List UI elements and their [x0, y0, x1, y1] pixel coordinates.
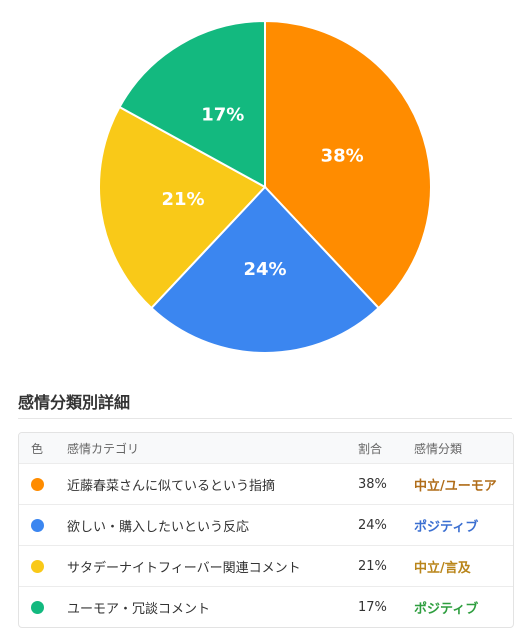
row-type: 中立/ユーモア [414, 478, 497, 494]
pie-slice-label: 21% [161, 189, 204, 210]
table-row: ユーモア・冗談コメント 17% ポジティブ [19, 586, 513, 627]
pie-slice [264, 19, 432, 310]
row-category: サタデーナイトフィーバー関連コメント [67, 560, 301, 576]
pie-slice-label: 38% [321, 145, 364, 166]
table-row: 近藤春菜さんに似ているという指摘 38% 中立/ユーモア [19, 463, 513, 504]
header-type: 感情分類 [414, 441, 463, 456]
row-ratio: 24% [358, 517, 387, 533]
pie-slice [149, 185, 381, 354]
row-category: 欲しい・購入したいという反応 [67, 519, 250, 535]
color-dot [31, 477, 44, 491]
row-type: 中立/言及 [414, 560, 471, 576]
color-dot [31, 559, 44, 573]
pie-slice-label: 17% [201, 105, 244, 126]
row-type: ポジティブ [414, 601, 479, 617]
pie-slice [98, 105, 267, 310]
section-divider [18, 418, 512, 419]
table-header-row: 色 感情カテゴリ 割合 感情分類 [19, 433, 513, 463]
row-ratio: 38% [358, 476, 387, 492]
row-ratio: 17% [358, 599, 387, 615]
header-category: 感情カテゴリ [67, 441, 140, 456]
pie-chart: 38% 24% 21% 17% [98, 19, 432, 354]
section-title: 感情分類別詳細 [18, 393, 131, 412]
pie-slice-label: 24% [243, 259, 286, 280]
color-dot [31, 600, 44, 614]
table-row: サタデーナイトフィーバー関連コメント 21% 中立/言及 [19, 545, 513, 586]
emotion-detail-table: 色 感情カテゴリ 割合 感情分類 近藤春菜さんに似ているという指摘 38% 中立… [18, 432, 514, 628]
color-dot [31, 518, 44, 532]
header-ratio: 割合 [358, 441, 383, 456]
row-ratio: 21% [358, 558, 387, 574]
header-color: 色 [31, 441, 44, 456]
row-type: ポジティブ [414, 519, 479, 535]
row-category: ユーモア・冗談コメント [67, 601, 211, 617]
pie-slice [118, 19, 266, 189]
table-row: 欲しい・購入したいという反応 24% ポジティブ [19, 504, 513, 545]
row-category: 近藤春菜さんに似ているという指摘 [67, 478, 276, 494]
